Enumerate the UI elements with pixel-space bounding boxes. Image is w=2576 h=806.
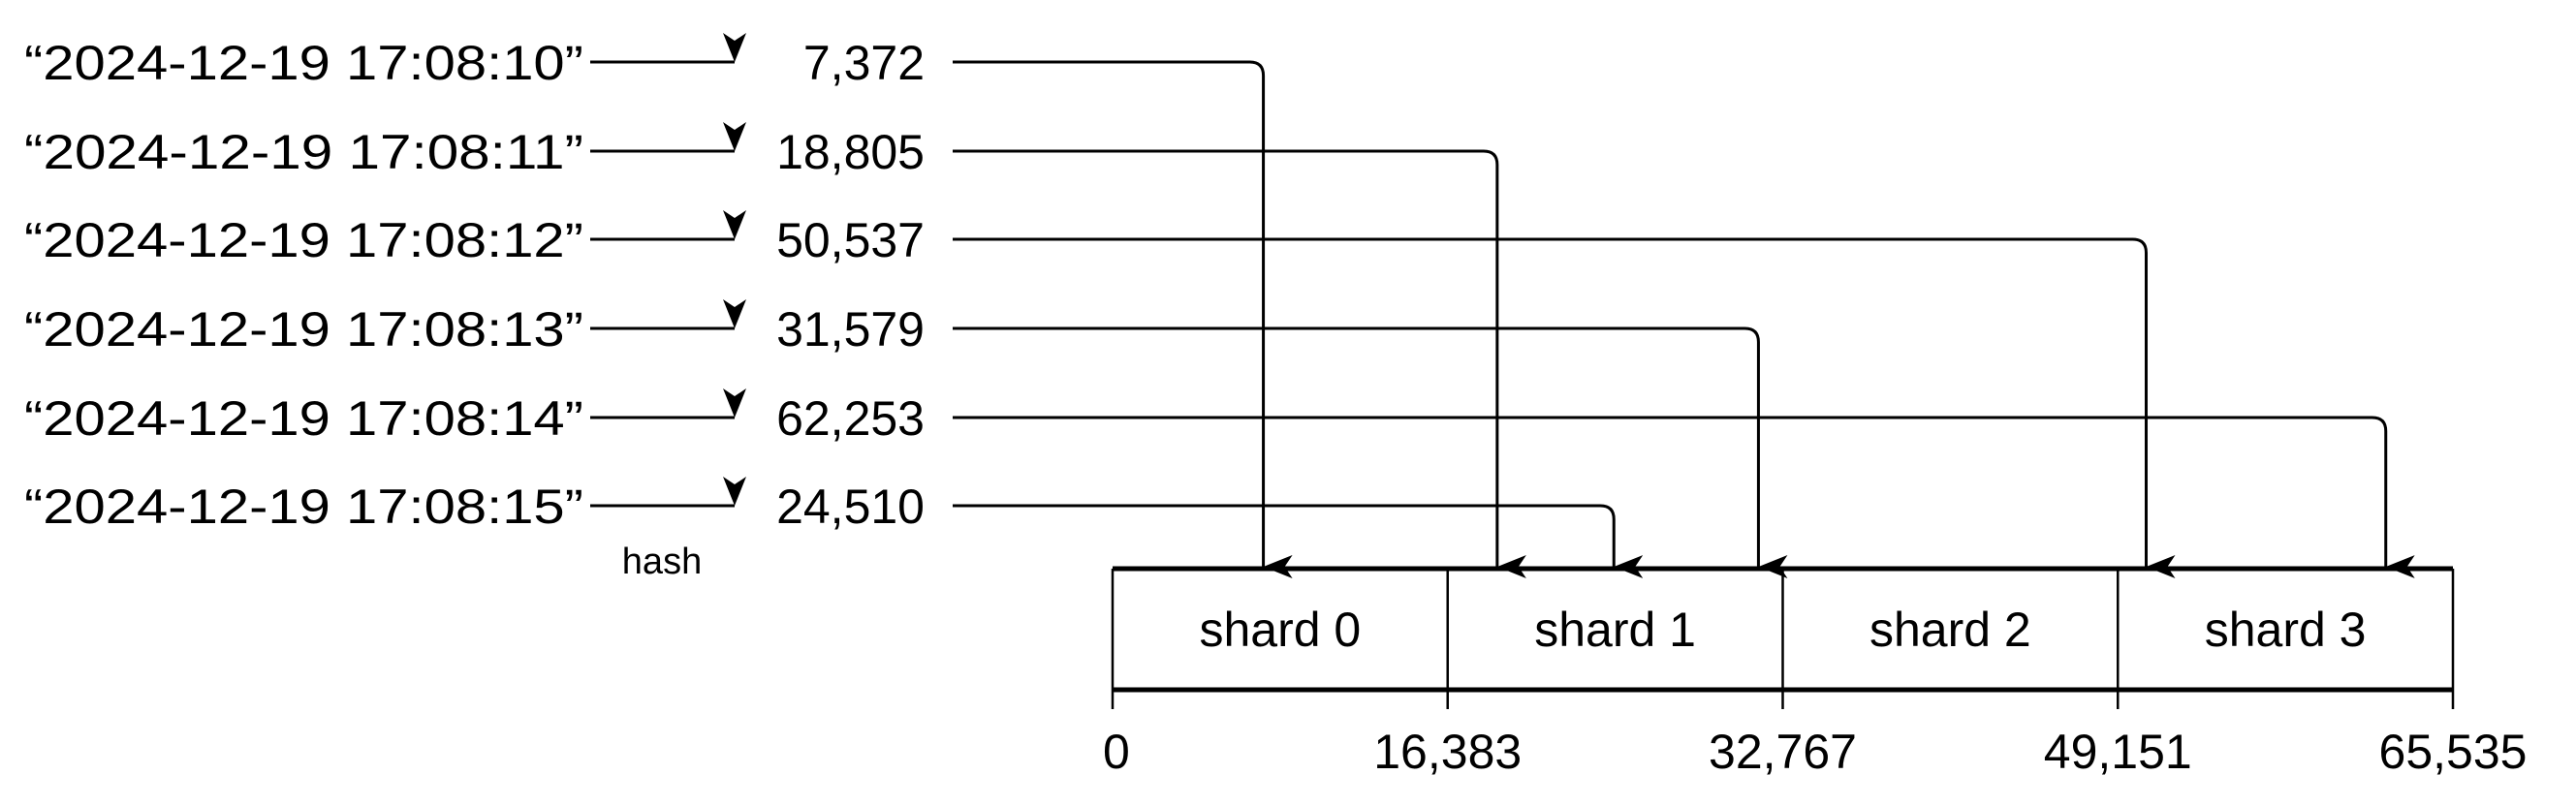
- boundary-label: 65,535: [2379, 725, 2528, 779]
- key-text: “2024-12-19 17:08:14”: [24, 391, 583, 446]
- hash-range-bar: 0 16,383 32,767 49,151 65,535 shard 0 shard 1 s…: [1103, 566, 2528, 779]
- hash-row: “2024-12-19 17:08:15” 24,510: [24, 477, 1644, 578]
- hash-value-text: 24,510: [776, 480, 925, 534]
- shard-label: shard 0: [1199, 603, 1361, 657]
- hash-row: “2024-12-19 17:08:12” 50,537: [24, 210, 2176, 578]
- hash-value-text: 62,253: [776, 391, 925, 446]
- boundary-label: 32,767: [1709, 725, 1857, 779]
- shard-label: shard 3: [2205, 603, 2367, 657]
- boundary-label: 16,383: [1373, 725, 1522, 779]
- key-text: “2024-12-19 17:08:11”: [24, 125, 583, 179]
- hash-value-text: 18,805: [776, 125, 925, 179]
- key-text: “2024-12-19 17:08:15”: [24, 480, 583, 534]
- boundary-label: 49,151: [2044, 725, 2192, 779]
- shard-assignment-arrow: [953, 504, 1644, 578]
- hash-value-text: 50,537: [776, 213, 925, 267]
- hash-label: hash: [622, 542, 702, 582]
- hash-row: “2024-12-19 17:08:13” 31,579: [24, 299, 1788, 578]
- shard-label: shard 2: [1869, 603, 2031, 657]
- key-text: “2024-12-19 17:08:13”: [24, 302, 583, 356]
- shard-assignment-arrow: [953, 326, 1788, 578]
- hash-row: “2024-12-19 17:08:11” 18,805: [24, 122, 1526, 578]
- shard-assignment-arrow: [953, 416, 2415, 578]
- hash-value-text: 31,579: [776, 302, 925, 356]
- shard-assignment-arrow: [953, 237, 2176, 578]
- boundary-label: 0: [1103, 725, 1130, 779]
- hash-value-text: 7,372: [803, 36, 925, 90]
- shard-assignment-arrow: [953, 60, 1293, 578]
- hash-row: “2024-12-19 17:08:10” 7,372: [24, 33, 1293, 578]
- key-text: “2024-12-19 17:08:12”: [24, 213, 583, 267]
- hash-row: “2024-12-19 17:08:14” 62,253: [24, 388, 2415, 578]
- shard-assignment-arrow: [953, 149, 1526, 578]
- shard-label: shard 1: [1534, 603, 1696, 657]
- key-text: “2024-12-19 17:08:10”: [24, 36, 583, 90]
